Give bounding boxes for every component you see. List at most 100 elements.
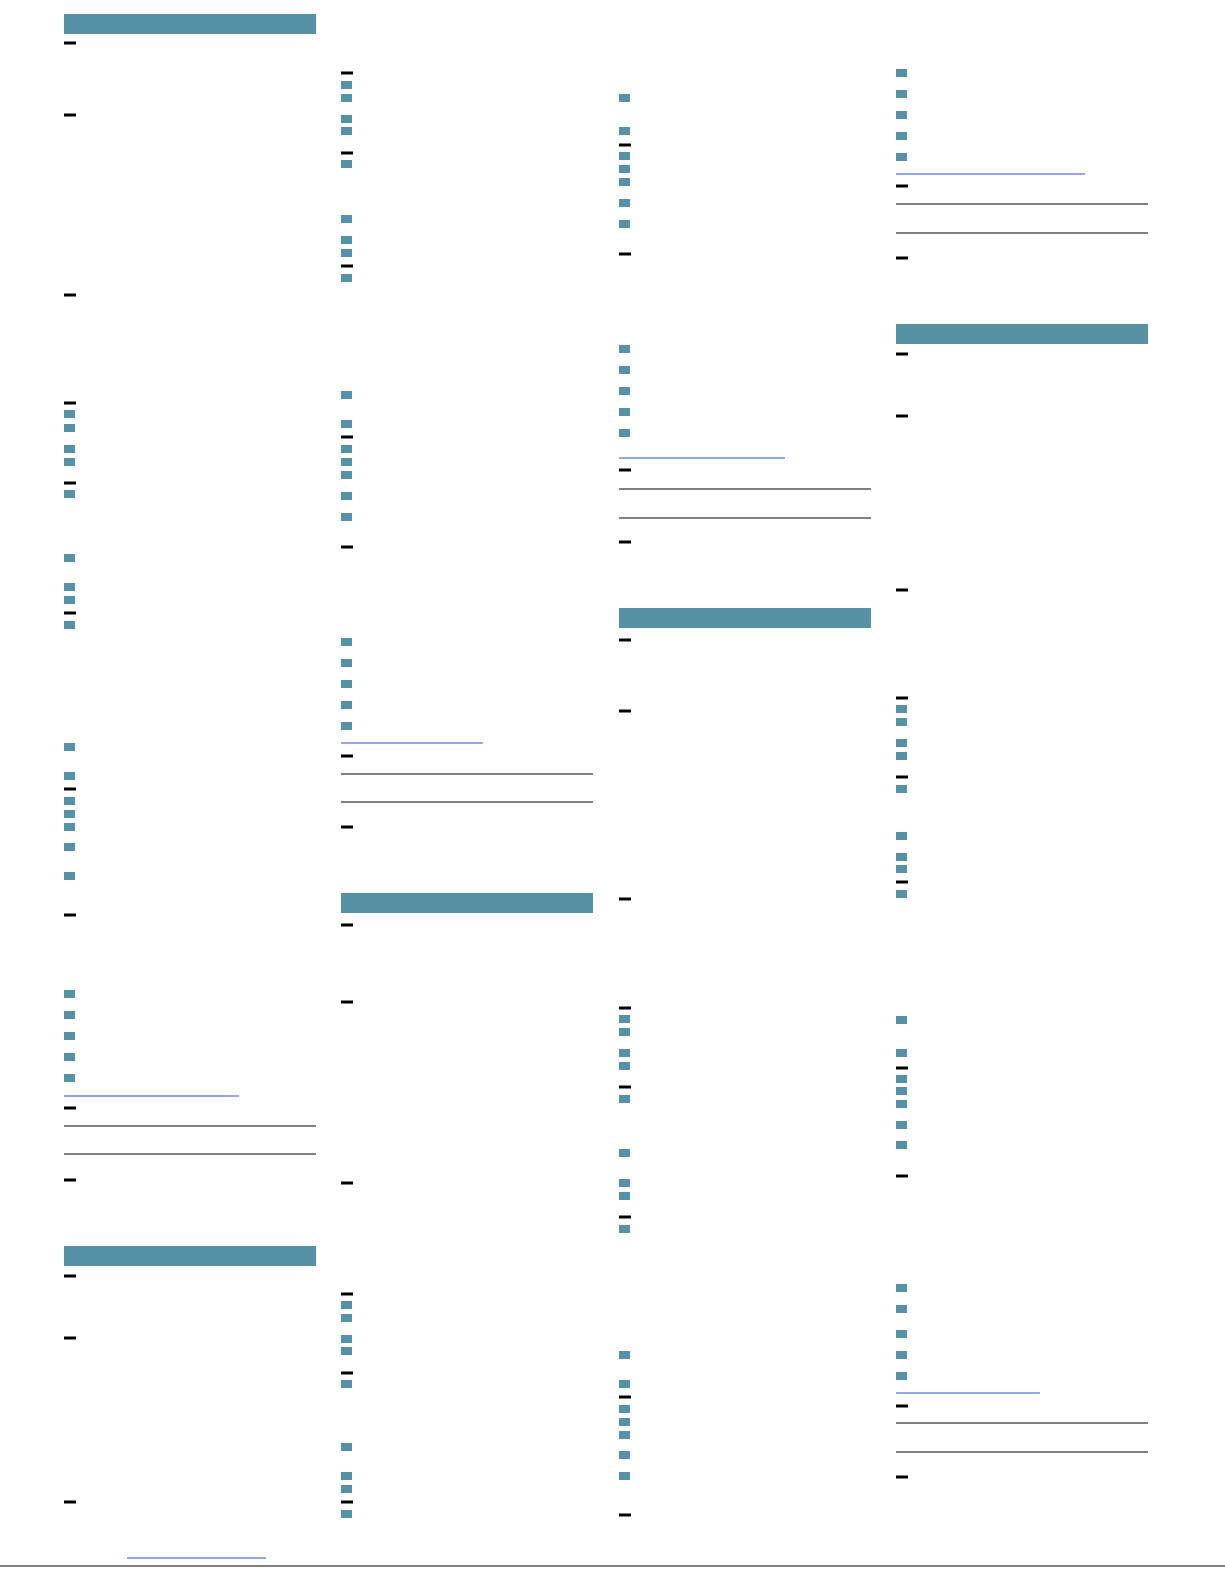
square-bullet bbox=[619, 345, 630, 353]
square-bullet bbox=[64, 810, 75, 818]
square-bullet bbox=[619, 1015, 630, 1023]
square-bullet bbox=[64, 596, 75, 604]
square-bullet bbox=[896, 853, 907, 861]
dash-marker bbox=[341, 923, 353, 927]
dash-marker bbox=[341, 435, 353, 439]
square-bullet bbox=[619, 1225, 630, 1233]
square-bullet bbox=[896, 1016, 907, 1024]
square-bullet bbox=[341, 1485, 352, 1493]
section-header-bar bbox=[619, 608, 871, 628]
square-bullet bbox=[896, 785, 907, 793]
square-bullet bbox=[64, 410, 75, 418]
dash-marker bbox=[619, 468, 631, 472]
dash-marker bbox=[341, 1181, 353, 1185]
square-bullet bbox=[64, 458, 75, 466]
dash-marker bbox=[64, 1178, 76, 1182]
square-bullet bbox=[896, 1284, 907, 1292]
dash-marker bbox=[64, 293, 76, 297]
square-bullet bbox=[619, 408, 630, 416]
square-bullet bbox=[341, 1380, 352, 1388]
square-bullet bbox=[619, 1095, 630, 1103]
square-bullet bbox=[341, 701, 352, 709]
square-bullet bbox=[64, 621, 75, 629]
dash-marker bbox=[341, 71, 353, 75]
dash-marker bbox=[896, 1404, 908, 1408]
dash-marker bbox=[896, 1475, 908, 1479]
square-bullet bbox=[341, 215, 352, 223]
dash-marker bbox=[896, 588, 908, 592]
square-bullet bbox=[896, 739, 907, 747]
dash-marker bbox=[341, 825, 353, 829]
dash-marker bbox=[64, 913, 76, 917]
square-bullet bbox=[619, 1179, 630, 1187]
square-bullet bbox=[619, 178, 630, 186]
dash-marker bbox=[896, 352, 908, 356]
dash-marker bbox=[64, 113, 76, 117]
dash-marker bbox=[64, 1106, 76, 1110]
square-bullet bbox=[619, 1049, 630, 1057]
dash-marker bbox=[341, 1500, 353, 1504]
square-bullet bbox=[341, 249, 352, 257]
square-bullet bbox=[896, 705, 907, 713]
square-bullet bbox=[341, 722, 352, 730]
square-bullet bbox=[619, 1451, 630, 1459]
square-bullet bbox=[341, 1443, 352, 1451]
square-bullet bbox=[341, 274, 352, 282]
square-bullet bbox=[619, 1192, 630, 1200]
square-bullet bbox=[896, 752, 907, 760]
square-bullet bbox=[619, 199, 630, 207]
section-header-bar bbox=[341, 893, 593, 913]
square-bullet bbox=[64, 424, 75, 432]
dash-marker bbox=[896, 696, 908, 700]
square-bullet bbox=[896, 90, 907, 98]
square-bullet bbox=[341, 1314, 352, 1322]
square-bullet bbox=[896, 718, 907, 726]
square-bullet bbox=[64, 490, 75, 498]
dash-marker bbox=[341, 754, 353, 758]
square-bullet bbox=[896, 1330, 907, 1338]
square-bullet bbox=[64, 990, 75, 998]
dash-marker bbox=[64, 1274, 76, 1278]
square-bullet bbox=[896, 1372, 907, 1380]
square-bullet bbox=[896, 69, 907, 77]
dash-marker bbox=[64, 41, 76, 45]
dash-marker bbox=[341, 151, 353, 155]
square-bullet bbox=[896, 1100, 907, 1108]
square-bullet bbox=[341, 659, 352, 667]
dash-marker bbox=[619, 1215, 631, 1219]
square-bullet bbox=[896, 890, 907, 898]
square-bullet bbox=[619, 152, 630, 160]
square-bullet bbox=[64, 1032, 75, 1040]
square-bullet bbox=[341, 513, 352, 521]
dash-marker bbox=[619, 143, 631, 147]
square-bullet bbox=[64, 1074, 75, 1082]
square-bullet bbox=[341, 160, 352, 168]
square-bullet bbox=[64, 872, 75, 880]
dash-marker bbox=[619, 897, 631, 901]
square-bullet bbox=[341, 1510, 352, 1518]
dash-marker bbox=[896, 1174, 908, 1178]
dash-marker bbox=[619, 1395, 631, 1399]
square-bullet bbox=[64, 445, 75, 453]
square-bullet bbox=[896, 1351, 907, 1359]
square-bullet bbox=[341, 127, 352, 135]
square-bullet bbox=[64, 554, 75, 562]
square-bullet bbox=[341, 492, 352, 500]
square-bullet bbox=[896, 1141, 907, 1149]
dash-marker bbox=[896, 775, 908, 779]
dash-marker bbox=[896, 880, 908, 884]
square-bullet bbox=[619, 220, 630, 228]
square-bullet bbox=[619, 1062, 630, 1070]
square-bullet bbox=[619, 1351, 630, 1359]
dash-marker bbox=[341, 1371, 353, 1375]
square-bullet bbox=[896, 865, 907, 873]
square-bullet bbox=[341, 1347, 352, 1355]
square-bullet bbox=[619, 165, 630, 173]
square-bullet bbox=[619, 1028, 630, 1036]
square-bullet bbox=[619, 366, 630, 374]
square-bullet bbox=[341, 115, 352, 123]
dash-marker bbox=[619, 540, 631, 544]
square-bullet bbox=[341, 81, 352, 89]
